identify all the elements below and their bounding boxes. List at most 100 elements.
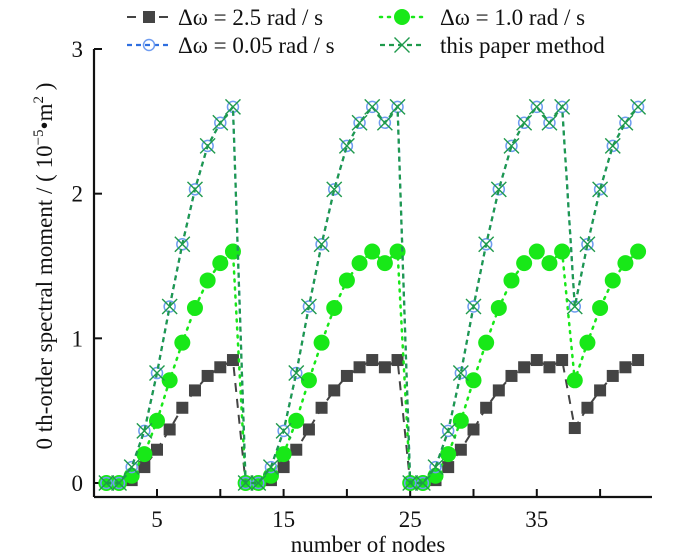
circle-marker [566, 372, 583, 389]
x-marker [516, 114, 533, 131]
open-circle-marker [277, 424, 290, 438]
y-axis-title-exp2: 2 [31, 96, 47, 104]
x-tick-label: 35 [525, 507, 548, 532]
open-circle-marker [467, 300, 480, 313]
x-marker [111, 475, 128, 491]
square-marker [201, 369, 214, 382]
circle-marker [326, 299, 343, 316]
series-0 [100, 354, 645, 489]
open-circle-marker [201, 139, 214, 153]
open-circle-marker [365, 100, 379, 114]
open-circle-marker [353, 116, 366, 130]
x-marker [478, 236, 495, 253]
square-marker [594, 384, 607, 397]
open-circle-marker [125, 460, 138, 474]
square-marker [543, 361, 556, 374]
y-axis-title-mid: •m [32, 103, 57, 129]
legend-item: Δω = 1.0 rad / s [378, 5, 585, 30]
square-marker [214, 361, 227, 374]
circle-marker [592, 299, 609, 316]
x-marker [275, 422, 292, 439]
x-marker [554, 98, 571, 115]
legend-item: Δω = 0.05 rad / s [127, 33, 335, 58]
open-circle-marker [441, 424, 455, 438]
x-marker [262, 459, 279, 476]
circle-marker [275, 446, 292, 463]
x-marker [300, 298, 317, 315]
circle-marker [351, 255, 368, 272]
circle-marker [376, 255, 393, 272]
square-marker [480, 401, 493, 414]
open-circle-marker [239, 476, 252, 490]
y-tick-label: 3 [72, 37, 84, 62]
square-marker [442, 461, 455, 474]
x-tick-label: 15 [272, 507, 295, 532]
x-marker [288, 365, 305, 382]
circle-marker [478, 334, 495, 351]
circle-marker [364, 243, 381, 260]
series-line [106, 103, 639, 485]
x-tick-label: 5 [151, 507, 163, 532]
x-marker [186, 181, 203, 198]
open-circle-marker [340, 139, 354, 153]
legend-label: this paper method [440, 33, 605, 58]
open-circle-marker [505, 139, 518, 153]
square-marker [518, 361, 531, 374]
x-marker [224, 98, 241, 115]
circle-marker [394, 9, 410, 25]
open-circle-marker [112, 476, 126, 490]
open-circle-marker [492, 183, 506, 196]
circle-marker [604, 272, 621, 289]
y-tick-label: 2 [72, 182, 84, 207]
y-axis-title-exp1: −5 [31, 129, 47, 145]
square-marker [530, 354, 543, 367]
open-circle-marker [403, 476, 417, 490]
plot-area [98, 98, 647, 491]
x-marker [541, 114, 558, 131]
x-marker [465, 298, 482, 315]
x-marker [237, 475, 254, 491]
circle-marker [174, 334, 191, 351]
open-circle-marker [214, 116, 227, 130]
circle-marker [186, 299, 203, 316]
circle-marker [313, 334, 330, 351]
open-circle-marker [188, 183, 202, 196]
circle-marker [503, 272, 520, 289]
y-axis-title: 0 th-order spectral moment / ( 10−5•m2 ) [31, 83, 57, 450]
series-2 [100, 100, 645, 490]
x-marker [528, 98, 545, 115]
y-tick-label: 1 [72, 326, 84, 351]
x-marker [604, 137, 621, 154]
circle-marker [617, 255, 634, 272]
x-marker [364, 98, 381, 115]
square-marker [619, 361, 632, 374]
square-marker [556, 354, 569, 367]
x-marker [174, 236, 191, 253]
open-circle-marker [315, 238, 328, 251]
open-circle-marker [619, 116, 632, 130]
x-marker [579, 236, 596, 253]
square-marker [391, 354, 404, 367]
x-marker [592, 181, 609, 198]
square-marker [302, 423, 315, 436]
square-marker [467, 423, 480, 436]
x-marker [617, 114, 634, 131]
square-marker [290, 443, 303, 456]
square-marker [492, 384, 505, 397]
square-marker [568, 422, 581, 435]
open-circle-marker [142, 38, 156, 52]
square-marker [176, 401, 189, 414]
open-circle-marker [631, 100, 645, 114]
square-marker [163, 423, 176, 436]
square-marker [315, 401, 328, 414]
circle-marker [452, 412, 469, 429]
x-tick-label: 25 [399, 507, 422, 532]
series-line [105, 248, 640, 485]
open-circle-marker [327, 183, 341, 196]
legend-label: Δω = 1.0 rad / s [440, 5, 585, 30]
circle-marker [161, 372, 178, 389]
circle-marker [288, 412, 305, 429]
x-marker [351, 114, 368, 131]
